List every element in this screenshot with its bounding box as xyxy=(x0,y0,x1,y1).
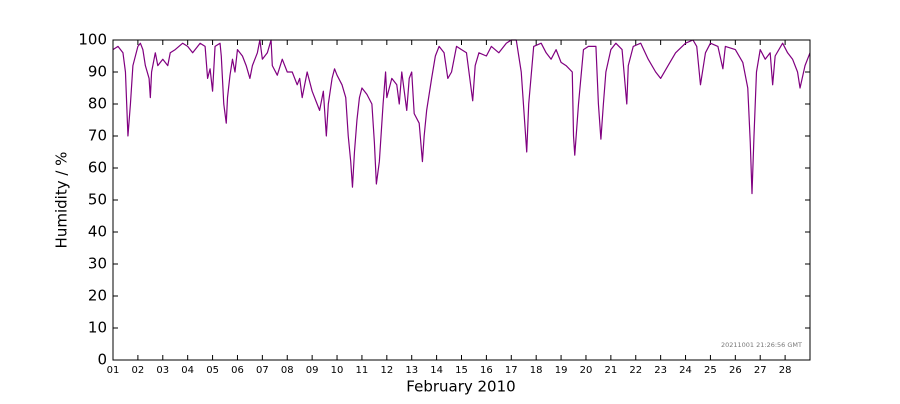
y-tick-label: 10 xyxy=(88,319,107,337)
x-tick-label: 20 xyxy=(580,365,593,376)
y-axis-label: Humidity / % xyxy=(53,152,71,249)
x-tick-label: 09 xyxy=(306,365,319,376)
y-tick-label: 90 xyxy=(88,63,107,81)
plot-frame xyxy=(112,39,811,361)
y-tick-label: 30 xyxy=(88,255,107,273)
x-tick-label: 15 xyxy=(455,365,468,376)
x-tick-label: 01 xyxy=(107,365,120,376)
x-tick-label: 11 xyxy=(356,365,369,376)
x-axis-label: February 2010 xyxy=(406,378,515,396)
x-tick-label: 10 xyxy=(331,365,344,376)
y-tick-label: 50 xyxy=(88,191,107,209)
y-tick-label: 100 xyxy=(78,31,107,49)
x-tick-label: 14 xyxy=(430,365,443,376)
x-tick-label: 06 xyxy=(231,365,244,376)
x-tick-label: 03 xyxy=(156,365,169,376)
y-tick-label: 0 xyxy=(97,351,107,369)
humidity-line xyxy=(112,39,811,195)
x-tick-label: 27 xyxy=(754,365,767,376)
x-tick-label: 16 xyxy=(480,365,493,376)
x-tick-label: 08 xyxy=(281,365,294,376)
x-tick-label: 26 xyxy=(729,365,742,376)
timestamp: 20211001 21:26:56 GMT xyxy=(721,341,802,349)
x-tick-label: 04 xyxy=(181,365,194,376)
x-tick-label: 12 xyxy=(380,365,393,376)
y-tick-label: 80 xyxy=(88,95,107,113)
x-tick-label: 23 xyxy=(654,365,667,376)
y-tick-label: 20 xyxy=(88,287,107,305)
x-tick-label: 28 xyxy=(779,365,792,376)
y-tick-label: 70 xyxy=(88,127,107,145)
x-tick-label: 05 xyxy=(206,365,219,376)
x-tick-label: 24 xyxy=(679,365,692,376)
x-tick-label: 25 xyxy=(704,365,717,376)
x-tick-label: 13 xyxy=(405,365,418,376)
x-tick-label: 21 xyxy=(604,365,617,376)
x-tick-label: 17 xyxy=(505,365,518,376)
x-tick-label: 19 xyxy=(555,365,568,376)
y-tick-label: 40 xyxy=(88,223,107,241)
x-tick-label: 07 xyxy=(256,365,269,376)
x-tick-label: 02 xyxy=(132,365,145,376)
y-tick-label: 60 xyxy=(88,159,107,177)
x-tick-label: 22 xyxy=(629,365,642,376)
x-tick-label: 18 xyxy=(530,365,543,376)
